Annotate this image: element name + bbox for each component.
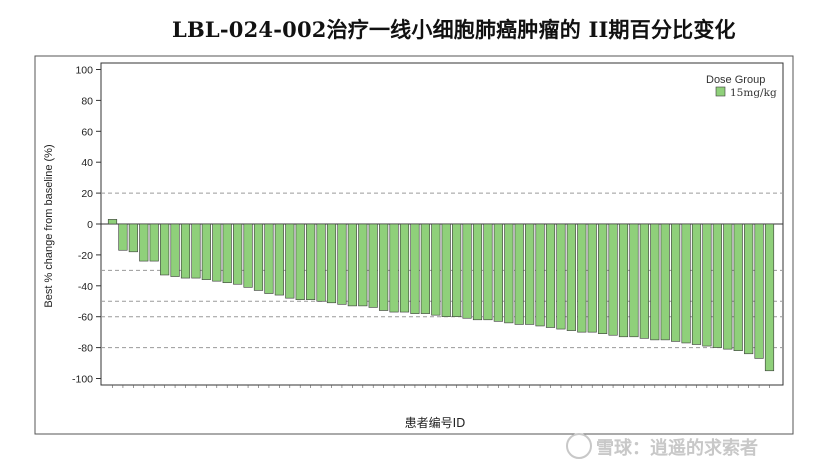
x-axis-label: 患者编号ID	[405, 415, 466, 430]
bar	[399, 223, 410, 313]
bar	[462, 223, 472, 319]
bar	[160, 223, 170, 276]
legend-entry: 15mg/kg	[730, 87, 777, 99]
bar	[556, 223, 566, 330]
bar	[243, 223, 253, 288]
bar	[441, 223, 451, 317]
bar	[691, 223, 702, 345]
y-axis-label: Best % change from baseline (%)	[43, 144, 55, 307]
bar	[326, 223, 337, 304]
bar	[681, 223, 691, 344]
legend-title: Dose Group	[706, 74, 765, 86]
snowball-logo-icon	[566, 433, 592, 459]
bar	[368, 223, 378, 308]
bar	[545, 223, 556, 328]
bar	[723, 223, 733, 350]
bar	[577, 223, 587, 333]
bar	[618, 223, 629, 338]
bar	[295, 223, 305, 301]
bar	[274, 223, 284, 296]
bar	[201, 223, 211, 280]
bar	[233, 223, 243, 285]
y-tick-label: -100	[72, 374, 93, 386]
bar	[431, 223, 441, 316]
page-title: LBL-024-002治疗一线小细胞肺癌肿瘤的 II期百分比变化	[172, 17, 736, 42]
bar	[170, 223, 180, 277]
bar	[420, 223, 430, 314]
bar	[587, 223, 597, 333]
bar	[639, 223, 649, 339]
bar	[128, 223, 138, 253]
bar	[379, 223, 389, 311]
bar	[149, 223, 159, 262]
bar	[118, 223, 128, 251]
bar	[222, 223, 232, 284]
y-tick-label: 80	[81, 95, 93, 107]
watermark: 雪球：逍遥的求索者	[566, 433, 758, 460]
bar	[702, 223, 712, 347]
bar	[452, 223, 462, 317]
bar	[671, 223, 681, 342]
y-tick-label: -20	[78, 250, 93, 262]
bar	[191, 223, 201, 279]
bar	[629, 223, 639, 338]
bar	[754, 223, 764, 359]
y-tick-label: 20	[81, 188, 93, 200]
bar	[660, 223, 670, 341]
bar	[316, 223, 326, 302]
bar	[650, 223, 660, 341]
bar	[483, 223, 493, 321]
bar	[744, 223, 754, 355]
bar	[264, 223, 274, 294]
bar	[139, 223, 149, 262]
bar	[472, 223, 483, 321]
bar	[608, 223, 618, 336]
bar	[253, 223, 264, 291]
bar	[180, 223, 191, 279]
bar	[285, 223, 295, 299]
bar	[764, 223, 775, 372]
y-tick-label: -80	[78, 343, 93, 355]
bar	[306, 223, 316, 301]
bar	[107, 219, 118, 225]
outer-frame	[34, 55, 794, 435]
bar	[337, 223, 347, 305]
bar	[504, 223, 514, 324]
bar	[598, 223, 608, 334]
bar	[347, 223, 357, 307]
bar	[212, 223, 222, 282]
y-tick-label: 60	[81, 126, 93, 138]
bar	[493, 223, 503, 322]
y-tick-label: 0	[87, 219, 93, 231]
bar	[358, 223, 368, 307]
bar	[566, 223, 576, 331]
bar	[535, 223, 545, 327]
y-tick-label: -40	[78, 281, 93, 293]
bar	[410, 223, 420, 314]
bar	[389, 223, 399, 313]
bar	[733, 223, 743, 351]
y-tick-label: 40	[81, 157, 93, 169]
y-tick-label: 100	[75, 65, 93, 77]
legend-swatch	[715, 86, 726, 97]
y-tick-label: -60	[78, 312, 93, 324]
watermark-text: 雪球：逍遥的求索者	[596, 438, 758, 459]
bar	[525, 223, 535, 325]
bar	[514, 223, 524, 325]
bar	[712, 223, 722, 348]
